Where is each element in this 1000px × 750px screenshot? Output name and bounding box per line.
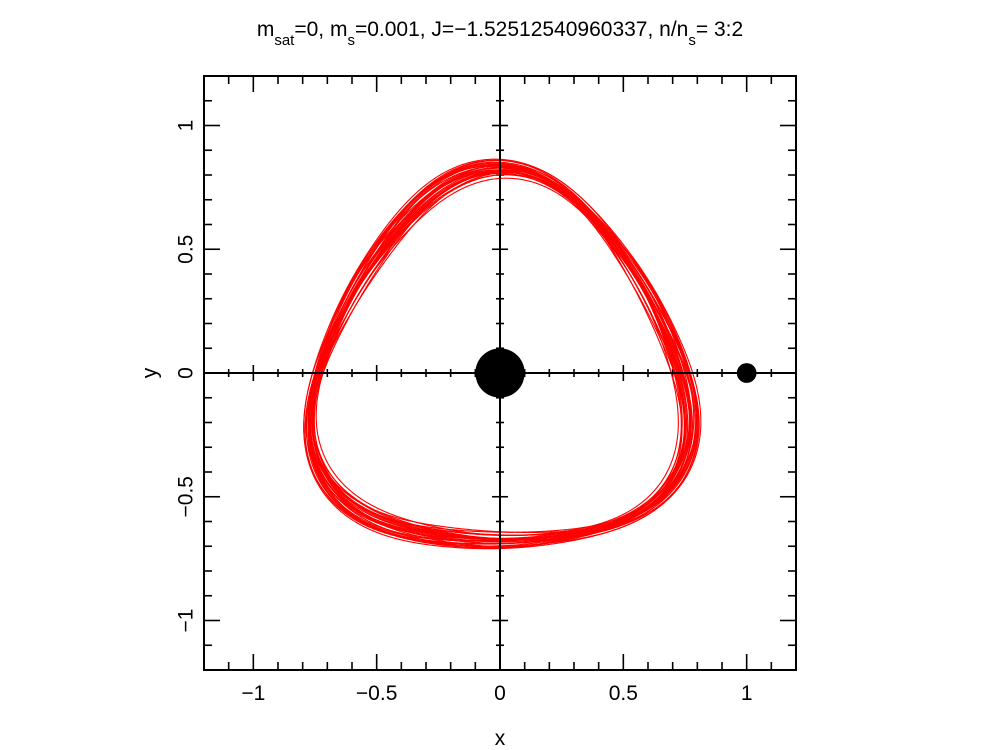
title-part-0: m bbox=[257, 18, 275, 41]
secondary-body bbox=[736, 363, 757, 383]
chart-title: msat=0, ms=0.001, J=−1.52512540960337, n… bbox=[257, 18, 743, 49]
title-part-3: = 3:2 bbox=[696, 18, 743, 41]
title-part-2: =0.001, J=−1.52512540960337, n/n bbox=[355, 18, 688, 41]
minor-ticks bbox=[204, 76, 796, 670]
y-tick-label: −0.5 bbox=[175, 476, 198, 517]
x-tick-label: 1 bbox=[741, 682, 753, 705]
y-tick-label: −1 bbox=[175, 609, 198, 633]
y-tick-labels: −1 −0.5 0 0.5 1 bbox=[175, 120, 198, 633]
primary-body bbox=[475, 348, 525, 398]
y-tick-label: 0 bbox=[175, 367, 198, 379]
title-subscript-0: sat bbox=[274, 32, 295, 49]
y-tick-label: 1 bbox=[175, 120, 198, 132]
x-tick-label: 0.5 bbox=[609, 682, 638, 705]
bodies bbox=[475, 348, 757, 398]
x-axis-label: x bbox=[495, 727, 506, 750]
x-tick-labels: −1 −0.5 0 0.5 1 bbox=[241, 682, 752, 705]
x-tick-label: 0 bbox=[494, 682, 506, 705]
x-tick-label: −1 bbox=[241, 682, 265, 705]
y-tick-label: 0.5 bbox=[175, 235, 198, 264]
x-tick-label: −0.5 bbox=[356, 682, 397, 705]
title-part-1: =0, m bbox=[294, 18, 347, 41]
y-axis-label: y bbox=[139, 367, 162, 378]
title-subscript-2: s bbox=[688, 32, 696, 49]
title-subscript-1: s bbox=[347, 32, 355, 49]
